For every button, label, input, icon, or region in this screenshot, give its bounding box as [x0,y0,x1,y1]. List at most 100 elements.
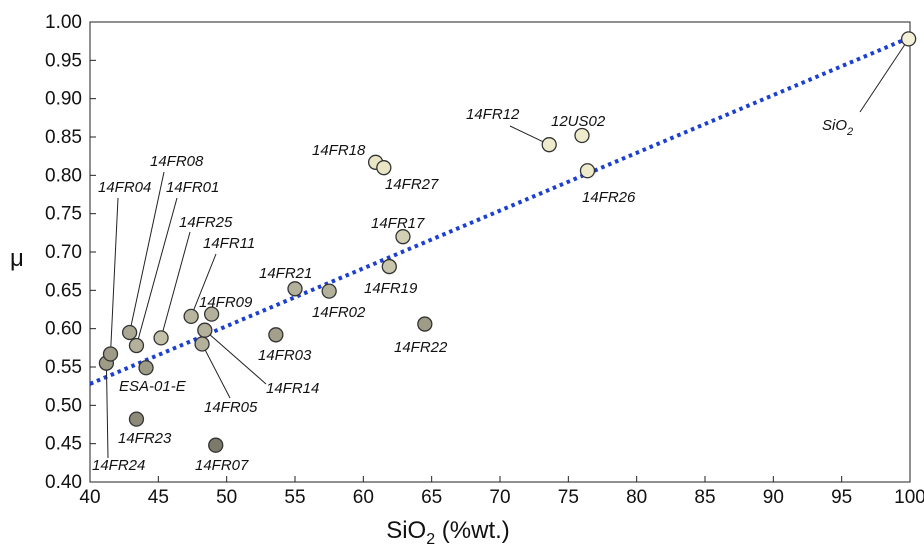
point-label-text: 14FR09 [199,294,253,311]
data-point [203,306,220,322]
point-label: 14FR08 [150,153,204,170]
point-label-text: 14FR25 [179,214,233,231]
y-tick-label: 0.65 [45,280,82,301]
point-label-text: 14FR05 [204,399,258,416]
x-axis-title-main: SiO [386,517,426,544]
data-points [98,31,917,453]
data-point [128,411,145,427]
point-label-text: 14FR07 [195,457,249,474]
trend-line [89,35,911,386]
y-tick-label: 0.90 [45,89,82,110]
point-label-text: 14FR12 [466,106,520,123]
point-label-text: ESA-01-E [119,378,187,395]
point-label-text: 14FR02 [312,304,366,321]
point-labels: 14FR24 14FR04 14FR08 14FR01 14FR23 ESA-01-E 14… [92,106,853,474]
y-tick-label: 0.85 [45,127,82,148]
axis-ticks: 40 45 50 55 60 65 70 75 80 85 90 95 100 0.40 0.45 0.50 0… [45,12,924,508]
x-tick-label: 40 [79,487,100,508]
data-point [287,281,303,297]
data-point [579,163,596,179]
data-point [208,437,224,453]
data-point [197,322,213,338]
point-label: 14FR24 [92,457,145,474]
point-label: 14FR07 [195,457,249,474]
x-tick-label: 95 [831,487,852,508]
y-tick-label: 0.75 [45,204,82,225]
point-label-text: 12US02 [551,113,606,130]
data-point [417,316,433,332]
data-point [194,336,210,352]
point-label-text: 14FR01 [166,179,219,196]
x-tick-label: 90 [763,487,784,508]
point-label-text: 14FR22 [394,339,448,356]
point-label: 14FR22 [394,339,448,356]
label-leader [160,231,191,338]
y-axis-title: μ [10,245,24,272]
data-point [381,258,397,275]
y-tick-label: 0.50 [45,395,82,416]
x-tick-label: 75 [558,487,579,508]
data-point [541,137,557,153]
x-tick-label: 100 [894,487,924,508]
data-point [900,31,917,47]
data-point [183,308,199,325]
label-leader [135,197,178,346]
label-leader [129,171,165,333]
label-leader [201,343,231,399]
x-axis-title-suffix: (%wt.) [435,517,510,544]
point-label-text: 14FR18 [312,142,366,159]
point-label: 14FR23 [118,430,172,447]
data-point [376,160,392,176]
x-tick-label: 60 [353,487,374,508]
point-label: 14FR25 [179,214,233,231]
data-point [138,360,154,376]
point-label: 14FR19 [364,280,418,297]
point-label-text: 14FR21 [259,265,312,282]
y-tick-label: 0.60 [45,319,82,340]
point-label-text: SiO [822,117,847,134]
point-label: 14FR03 [258,347,312,364]
x-tick-label: 65 [421,487,442,508]
label-leader [204,329,267,385]
point-label-text: 14FR03 [258,347,312,364]
point-label: 14FR12 [466,106,520,123]
point-label: 14FR18 [312,142,366,159]
data-point [321,283,337,299]
label-leader [859,38,910,113]
point-label-text: 14FR26 [582,189,636,206]
point-label: 14FR17 [371,215,425,232]
label-leader-lines [105,38,910,459]
point-label-text: 14FR19 [364,280,418,297]
point-label: 14FR26 [582,189,636,206]
point-label: 14FR27 [385,176,439,193]
y-tick-label: 1.00 [45,12,82,33]
x-axis-title-sub: 2 [426,531,435,545]
y-tick-label: 0.40 [45,472,82,493]
data-point [121,324,138,341]
x-tick-label: 55 [284,487,305,508]
data-point [395,229,411,245]
data-point [153,330,169,346]
point-label: 12US02 [551,113,606,130]
data-point [102,346,119,362]
point-label-text: 14FR11 [203,235,255,252]
x-tick-label: 45 [148,487,169,508]
label-leader [190,253,217,317]
x-tick-label: 70 [489,487,510,508]
point-label: 14FR14 [266,380,319,397]
point-label-subscript: 2 [846,126,853,138]
y-tick-label: 0.70 [45,242,82,263]
data-point [128,337,145,354]
point-label-text: 14FR23 [118,430,172,447]
y-tick-label: 0.80 [45,165,82,186]
y-tick-label: 0.95 [45,50,82,71]
point-label: ESA-01-E [119,378,187,395]
point-label-text: 14FR08 [150,153,204,170]
point-label-text: 14FR04 [98,179,151,196]
label-leader [105,363,109,459]
point-label-text: 14FR24 [92,457,145,474]
y-tick-label: 0.55 [45,357,82,378]
point-label-text: 14FR27 [385,176,439,193]
point-label: 14FR04 [98,179,151,196]
